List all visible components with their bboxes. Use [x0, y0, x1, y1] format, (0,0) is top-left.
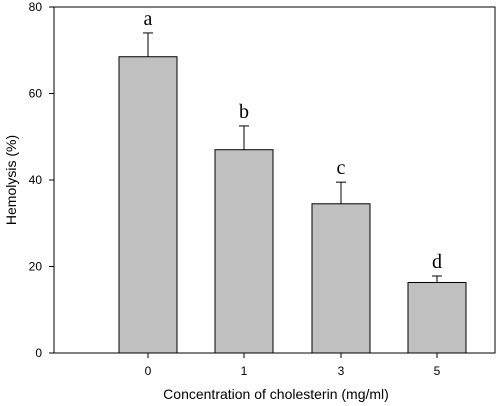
significance-label-a: a	[144, 8, 153, 30]
y-tick-label: 60	[29, 87, 43, 101]
labels: a b c d	[144, 8, 442, 273]
bar-5	[407, 282, 467, 354]
y-tick-label: 80	[29, 0, 43, 14]
bar-0	[118, 56, 178, 354]
significance-label-d: d	[432, 251, 442, 273]
x-tick-label: 1	[241, 364, 248, 378]
y-tick-label: 20	[29, 260, 43, 274]
bar-3	[311, 203, 371, 354]
y-axis-label: Hemolysis (%)	[3, 135, 19, 225]
y-tick-label: 40	[29, 173, 43, 187]
x-axis-label: Concentration of cholesterin (mg/ml)	[163, 386, 389, 402]
axes: 0 20 40 60 80 0 1 3 5	[29, 0, 496, 378]
significance-label-c: c	[337, 157, 346, 179]
bars	[118, 32, 467, 354]
x-tick-label: 3	[338, 364, 345, 378]
y-tick-label: 0	[35, 346, 42, 360]
significance-label-b: b	[239, 101, 249, 123]
bar-1	[214, 149, 274, 354]
x-tick-label: 5	[434, 364, 441, 378]
x-tick-label: 0	[145, 364, 152, 378]
